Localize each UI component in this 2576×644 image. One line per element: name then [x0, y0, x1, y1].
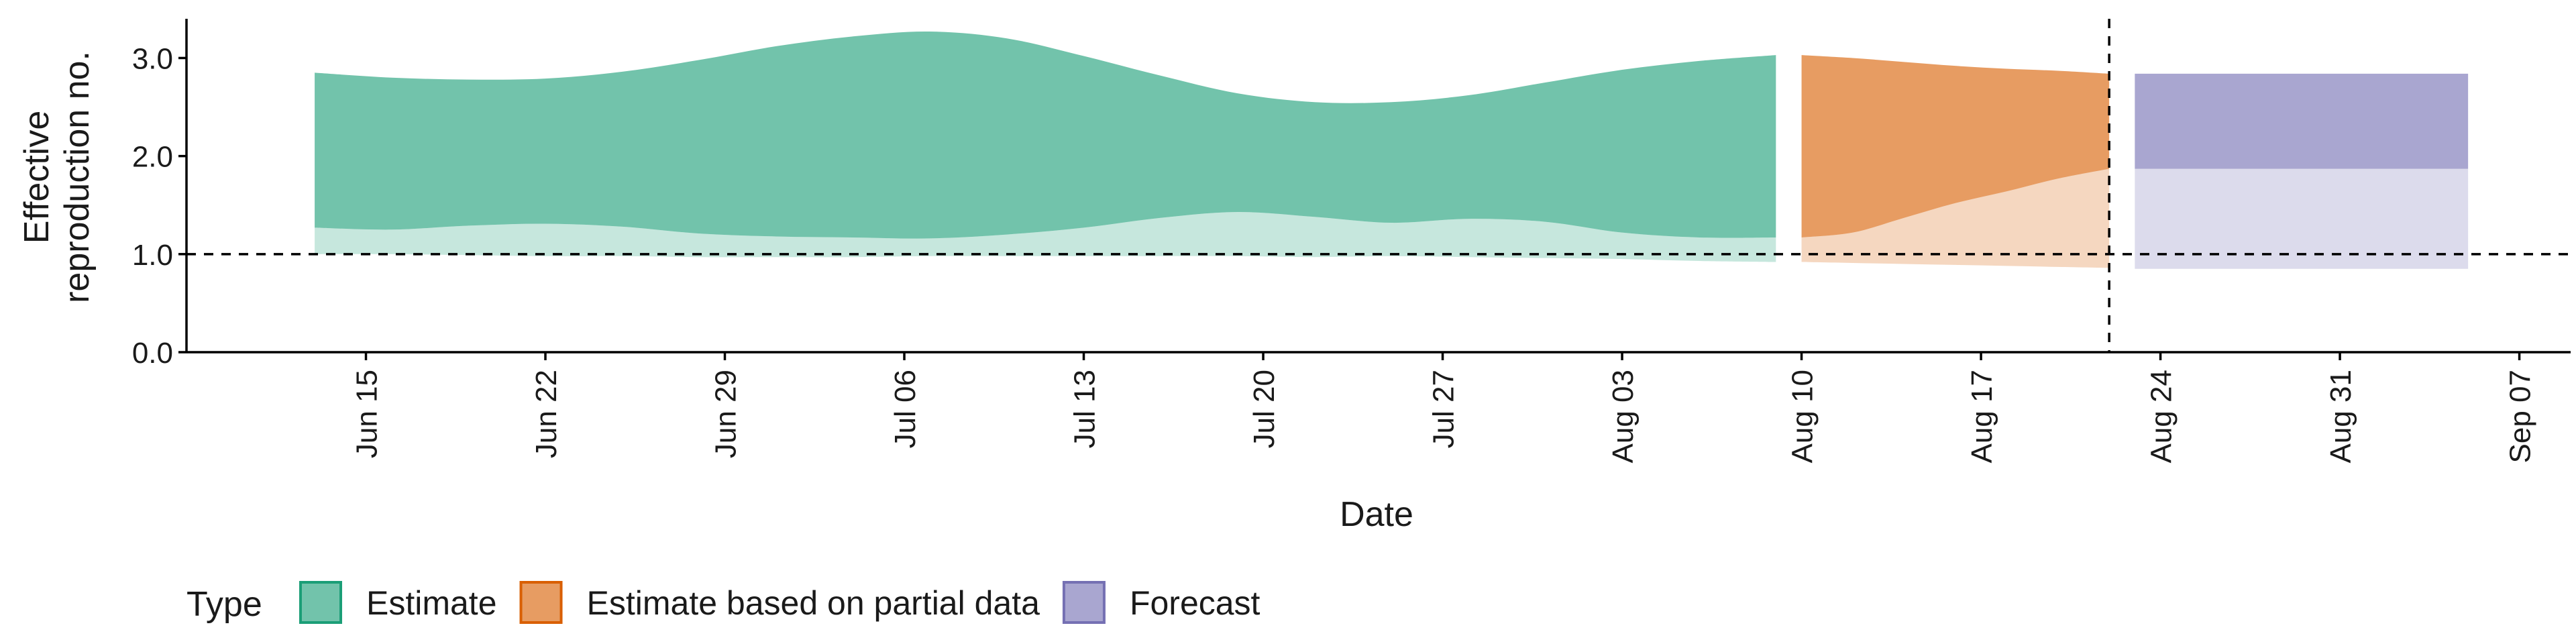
x-tick-label: Aug 24 — [2145, 370, 2178, 463]
partial-band-upper — [1801, 55, 2110, 237]
x-tick-label: Jun 15 — [351, 370, 384, 458]
series-areas — [315, 31, 2469, 269]
x-tick-label: Jun 22 — [530, 370, 563, 458]
reference-lines — [186, 19, 2571, 352]
partial-band-lower — [1801, 168, 2110, 268]
x-tick-label: Jun 29 — [710, 370, 743, 458]
axes — [185, 19, 2571, 354]
forecast-band-upper — [2135, 73, 2469, 169]
legend-label-partial: Estimate based on partial data — [587, 584, 1040, 622]
x-tick-label: Jul 27 — [1428, 370, 1460, 448]
x-tick-label: Aug 03 — [1607, 370, 1640, 463]
legend-swatch-partial — [519, 581, 563, 624]
tick-labels: 0.0 1.0 2.0 3.0 Jun 15 Jun 22 Jun 29 Jul 06 Jul … — [132, 42, 2537, 463]
legend-swatch-estimate — [299, 581, 342, 624]
legend-label-estimate: Estimate — [366, 584, 497, 622]
x-tick-label: Sep 07 — [2504, 370, 2537, 463]
legend: Type Estimate Estimate based on partial d… — [186, 581, 1260, 624]
legend-label-forecast: Forecast — [1130, 584, 1260, 622]
x-tick-label: Aug 17 — [1966, 370, 1998, 463]
estimate-band-upper — [315, 31, 1776, 239]
y-tick-label: 1.0 — [132, 239, 173, 272]
x-tick-label: Aug 10 — [1786, 370, 1819, 463]
forecast-band-lower — [2135, 168, 2469, 269]
x-tick-label: Jul 13 — [1069, 370, 1102, 448]
legend-title: Type — [186, 585, 262, 624]
x-tick-label: Aug 31 — [2324, 370, 2357, 463]
x-axis-title: Date — [1340, 495, 1413, 534]
y-tick-label: 0.0 — [132, 337, 173, 370]
x-tick-label: Jul 20 — [1248, 370, 1281, 448]
y-tick-label: 3.0 — [132, 42, 173, 75]
legend-swatch-forecast — [1062, 581, 1106, 624]
y-tick-label: 2.0 — [132, 141, 173, 174]
estimate-band-lower — [315, 211, 1776, 262]
y-axis-title-line-1: Effective — [17, 111, 56, 244]
x-tick-label: Jul 06 — [889, 370, 922, 448]
y-axis-title-line-2: reproduction no. — [58, 51, 97, 303]
